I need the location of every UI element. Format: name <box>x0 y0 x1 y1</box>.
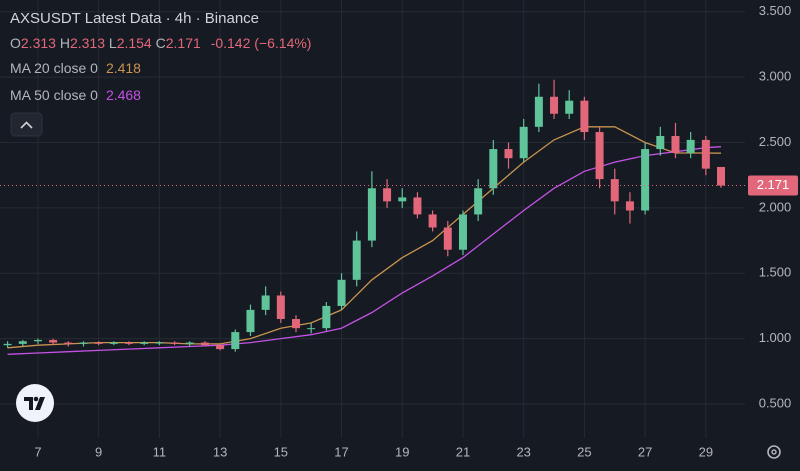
candle-body <box>717 166 726 186</box>
candle-body <box>231 332 240 350</box>
ohlc-label: L <box>109 35 117 51</box>
last-price-tag <box>748 175 798 196</box>
y-tick-label: 3.000 <box>759 69 792 84</box>
candle-body <box>398 197 407 202</box>
change: -0.142 (−6.14%) <box>211 35 312 51</box>
candle-body <box>155 342 164 344</box>
plot <box>3 79 726 355</box>
settings-icon[interactable] <box>767 445 781 459</box>
candle-body <box>428 214 437 228</box>
candle-body <box>595 132 604 180</box>
y-tick-label: 0.500 <box>759 395 792 410</box>
candle-body <box>18 341 27 344</box>
candle-body <box>49 339 58 343</box>
ohlc-value: 2.313 <box>70 35 105 51</box>
y-tick-label: 1.500 <box>759 265 792 280</box>
candle-body <box>140 342 149 344</box>
candle-body <box>458 214 467 250</box>
candle-body <box>352 240 361 280</box>
ohlc-value: 2.154 <box>117 35 152 51</box>
candle-body <box>64 342 73 344</box>
x-tick-label: 15 <box>274 444 288 459</box>
ohlc-label: H <box>60 35 70 51</box>
x-tick-label: 29 <box>699 444 713 459</box>
ohlc-legend: O2.313 H2.313 L2.154 C2.171 -0.142 (−6.1… <box>10 35 311 51</box>
candle-body <box>701 139 710 169</box>
collapse-button[interactable] <box>10 112 43 137</box>
y-tick-label: 1.000 <box>759 330 792 345</box>
candle-body <box>413 197 422 215</box>
candle-body <box>534 96 543 127</box>
candle-body <box>185 342 194 344</box>
ohlc-label: O <box>10 35 21 51</box>
legend-value: 2.468 <box>106 87 141 103</box>
y-tick-label: 2.000 <box>759 199 792 214</box>
candle-body <box>641 149 650 211</box>
y-tick-label: 2.500 <box>759 134 792 149</box>
last-price-label: 2.171 <box>757 177 790 192</box>
candle-body <box>580 100 589 133</box>
candle-body <box>519 126 528 159</box>
x-tick-label: 11 <box>153 444 167 459</box>
candle-body <box>686 139 695 153</box>
ma-legend: MA 50 close 0 2.468 <box>10 87 141 103</box>
candle-body <box>565 100 574 114</box>
ma-legend: MA 20 close 0 2.418 <box>10 60 141 76</box>
candle-body <box>443 227 452 250</box>
chart-title: AXSUSDT Latest Data · 4h · Binance <box>10 10 259 27</box>
candle-body <box>94 342 103 344</box>
candle-body <box>276 295 285 320</box>
y-tick-label: 3.500 <box>759 3 792 18</box>
candle-body <box>79 342 88 344</box>
candle-body <box>656 135 665 150</box>
candle-body <box>550 96 559 114</box>
candle-body <box>200 342 209 346</box>
x-tick-label: 17 <box>334 444 348 459</box>
candle-body <box>625 201 634 211</box>
candle-body <box>246 309 255 333</box>
candle-body <box>489 149 498 189</box>
candle-body <box>170 342 179 344</box>
candle-body <box>474 188 483 215</box>
candle-body <box>3 343 12 346</box>
candle-body <box>216 345 225 350</box>
candle-body <box>504 149 513 159</box>
ohlc-label: C <box>156 35 166 51</box>
ohlc-value: 2.171 <box>166 35 201 51</box>
candle-body <box>671 135 680 153</box>
candle-body <box>322 305 331 329</box>
candle-body <box>109 342 118 344</box>
candle-body <box>307 328 316 330</box>
x-tick-label: 9 <box>95 444 102 459</box>
x-tick-label: 19 <box>395 444 409 459</box>
tv-logo[interactable] <box>16 384 54 422</box>
x-tick-label: 25 <box>577 444 591 459</box>
candle-body <box>367 188 376 241</box>
candle-body <box>125 342 134 344</box>
candle-body <box>337 279 346 306</box>
candle-body <box>33 339 42 342</box>
legend-name: MA 20 close 0 <box>10 60 98 76</box>
candle-body <box>291 319 300 329</box>
x-tick-label: 23 <box>516 444 530 459</box>
candle-body <box>610 179 619 202</box>
x-tick-label: 7 <box>34 444 41 459</box>
candle-body <box>383 188 392 202</box>
x-tick-label: 21 <box>456 444 470 459</box>
x-tick-label: 27 <box>638 444 652 459</box>
candle-body <box>261 295 270 310</box>
legend-value: 2.418 <box>106 60 141 76</box>
x-tick-label: 13 <box>213 444 227 459</box>
ohlc-value: 2.313 <box>21 35 56 51</box>
ma-line <box>7 146 722 355</box>
legend-name: MA 50 close 0 <box>10 87 98 103</box>
